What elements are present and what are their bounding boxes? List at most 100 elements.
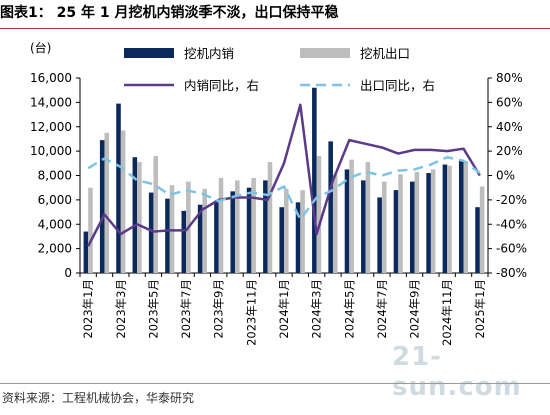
- x-tick-label: 2024年9月: [408, 279, 422, 339]
- export-sales-bar: [300, 190, 305, 273]
- export-sales-bar: [104, 132, 110, 273]
- left-axis-unit: (台): [30, 40, 51, 55]
- right-tick-label: 0%: [496, 169, 515, 183]
- right-tick-label: -60%: [496, 242, 527, 256]
- domestic-sales-bar: [263, 180, 268, 273]
- domestic-sales-bar: [393, 190, 399, 273]
- domestic-sales-bar: [409, 181, 415, 273]
- export-sales-bar: [251, 177, 256, 273]
- x-tick-label: 2023年9月: [212, 279, 226, 339]
- legend-label: 挖机内销: [184, 46, 234, 61]
- domestic-sales-bar: [230, 191, 236, 273]
- x-tick-label: 2023年1月: [81, 279, 95, 339]
- domestic-sales-bar: [83, 231, 89, 273]
- x-tick-label: 2025年1月: [473, 279, 487, 339]
- source-divider: [0, 383, 550, 384]
- domestic-sales-bar: [116, 103, 121, 273]
- axes-layer: 0 2,000 4,000 6,000 8,000 10,000 12,000 14,000 1…: [30, 71, 527, 346]
- export-sales-bar: [447, 165, 452, 273]
- legend-export-yoy: 出口同比，右: [300, 78, 435, 93]
- left-tick-label: 8,000: [38, 169, 72, 183]
- right-tick-label: -20%: [496, 193, 527, 207]
- export-sales-bar: [479, 186, 485, 273]
- combo-chart: (台) 0 2,000 4,000 6,000 8,000 10,000 12,000 14,…: [30, 40, 527, 346]
- export-sales-bar: [284, 188, 289, 273]
- right-tick-label: -40%: [496, 217, 527, 231]
- domestic-sales-bar: [442, 164, 448, 273]
- left-tick-label: 2,000: [38, 242, 72, 256]
- export-sales-bar: [430, 169, 436, 273]
- export-sales-bar: [137, 162, 142, 273]
- domestic-sales-bar: [328, 141, 333, 273]
- export-sales-bar: [120, 130, 126, 273]
- legend-swatch: [124, 48, 174, 58]
- export-sales-bar: [267, 162, 273, 273]
- right-tick-label: 40%: [496, 120, 523, 134]
- export-sales-bar: [332, 174, 338, 273]
- x-tick-label: 2023年7月: [179, 279, 193, 339]
- domestic-sales-bar: [197, 204, 203, 273]
- x-tick-label: 2023年5月: [146, 279, 160, 339]
- lines-layer: [87, 103, 481, 247]
- bars-layer: [83, 87, 485, 273]
- export-sales-bar: [88, 187, 93, 273]
- legend-export-sales: 挖机出口: [300, 46, 410, 61]
- export-sales-bar: [463, 160, 469, 273]
- legend-domestic-yoy: 内销同比，右: [124, 78, 259, 93]
- domestic-sales-bar: [181, 210, 187, 273]
- export-sales-bar: [218, 177, 224, 273]
- title-divider: [0, 28, 550, 29]
- x-tick-label: 2023年3月: [114, 279, 128, 339]
- domestic-sales-bar: [426, 173, 431, 273]
- domestic-sales-bar: [214, 202, 219, 273]
- x-tick-label: 2024年5月: [342, 279, 356, 339]
- legend-domestic-sales: 挖机内销: [124, 46, 234, 61]
- domestic-sales-bar: [246, 187, 252, 273]
- domestic-sales-bar: [295, 202, 301, 273]
- legend-label: 出口同比，右: [360, 78, 435, 93]
- domestic-sales-bar: [279, 207, 284, 273]
- legend-swatch: [300, 48, 350, 58]
- export-sales-bar: [414, 171, 420, 273]
- export-sales-bar: [153, 156, 159, 273]
- domestic-sales-bar: [99, 140, 105, 273]
- domestic-sales-bar: [344, 169, 350, 273]
- domestic-sales-bar: [148, 192, 154, 273]
- domestic-sales-bar: [377, 197, 382, 273]
- domestic-sales-bar: [361, 180, 366, 273]
- domestic-sales-bar: [475, 207, 480, 273]
- watermark-logo: 21-sun.com: [392, 342, 522, 402]
- x-tick-label: 2024年3月: [310, 279, 324, 339]
- export-sales-bar: [349, 159, 354, 273]
- x-tick-label: 2024年1月: [277, 279, 291, 339]
- figure-title: 图表1： 25 年 1 月挖机内销淡季不淡，出口保持平稳: [0, 5, 339, 21]
- source-note: 资料来源：工程机械协会，华泰研究: [2, 391, 195, 405]
- x-tick-label: 2024年11月: [440, 279, 454, 346]
- left-tick-label: 6,000: [38, 193, 72, 207]
- right-tick-label: 80%: [496, 71, 523, 85]
- legend-label: 挖机出口: [360, 46, 410, 61]
- export-sales-bar: [398, 174, 403, 273]
- domestic-sales-bar: [458, 160, 464, 273]
- export-yoy-line: [87, 155, 481, 221]
- domestic-yoy-line: [87, 103, 481, 247]
- domestic-sales-bar: [165, 198, 170, 273]
- right-tick-label: -80%: [496, 266, 527, 280]
- left-tick-label: 0: [64, 266, 72, 280]
- export-sales-bar: [381, 181, 387, 273]
- x-tick-label: 2024年7月: [375, 279, 389, 339]
- domestic-sales-bar: [132, 157, 138, 273]
- domestic-sales-bar: [312, 87, 317, 273]
- left-tick-label: 12,000: [30, 120, 72, 134]
- legend-label: 内销同比，右: [184, 78, 259, 93]
- export-sales-bar: [316, 156, 322, 273]
- left-tick-label: 16,000: [30, 71, 72, 85]
- left-tick-label: 4,000: [38, 217, 72, 231]
- left-tick-label: 10,000: [30, 144, 72, 158]
- right-tick-label: 60%: [496, 95, 523, 109]
- x-tick-label: 2023年11月: [244, 279, 258, 346]
- left-tick-label: 14,000: [30, 95, 72, 109]
- export-sales-bar: [202, 188, 207, 273]
- right-tick-label: 20%: [496, 144, 523, 158]
